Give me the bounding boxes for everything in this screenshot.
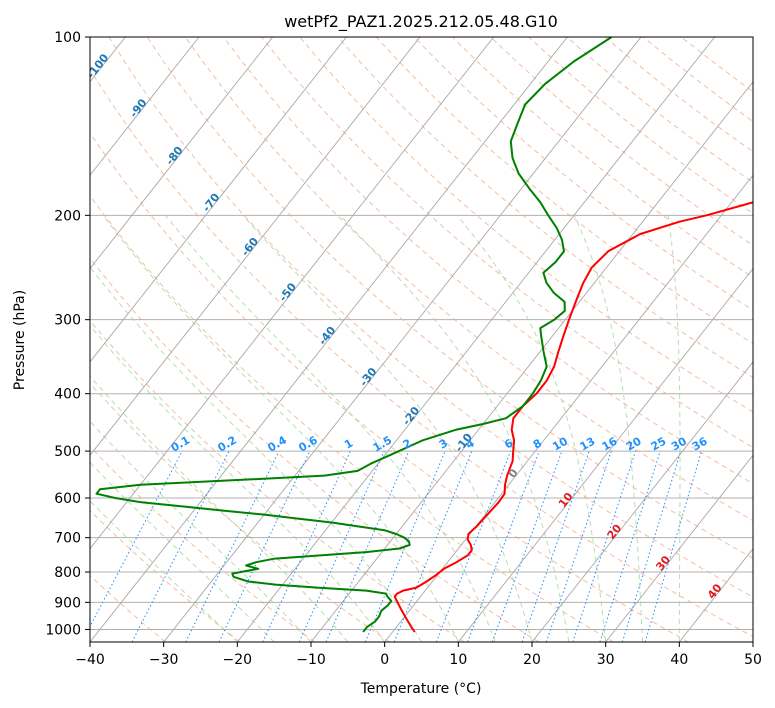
moist-adiabat [90, 266, 422, 642]
isotherm-line [90, 37, 421, 456]
plot-frame [89, 36, 754, 643]
dry-adiabat [413, 37, 753, 311]
isotherm-line [531, 361, 753, 642]
dry-adiabat [90, 574, 166, 642]
isotherm-line [90, 37, 495, 550]
dry-adiabat [223, 37, 753, 485]
isotherm-line [90, 37, 347, 363]
mixing-ratio-line [185, 450, 280, 642]
adiabat-lines [90, 37, 753, 642]
moist-adiabat [90, 324, 386, 642]
dewpoint-line [95, 37, 613, 633]
mixing-ratio-line [621, 450, 682, 642]
moist-adiabat [165, 214, 496, 642]
moist-adiabat [573, 215, 643, 642]
dry-adiabat [90, 319, 465, 642]
y-tick-label: 400 [54, 387, 81, 403]
dry-adiabat [90, 132, 689, 642]
mixing-ratio-line [545, 450, 612, 642]
chart-title: wetPf2_PAZ1.2025.212.05.48.G10 [284, 12, 558, 32]
y-axis-title: Pressure (hPa) [12, 290, 28, 390]
dry-adiabat [108, 37, 753, 598]
isotherm-line [90, 37, 274, 270]
mixing-ratio-line [262, 450, 351, 642]
dry-adiabat [299, 37, 753, 413]
profile-series [95, 37, 753, 633]
x-tick-label: 20 [523, 652, 541, 668]
mixing-ratio-line [364, 450, 446, 642]
dry-adiabat [337, 37, 753, 379]
isotherm-line [90, 37, 200, 176]
y-tick-label: 900 [54, 595, 81, 611]
mixing-ratio-line [644, 450, 703, 642]
y-tick-label: 100 [54, 30, 81, 46]
isotherm-line [90, 37, 568, 642]
x-tick-label: 10 [449, 652, 467, 668]
dry-adiabat [90, 509, 241, 642]
x-tick-label: −10 [296, 652, 326, 668]
temperature-line [393, 201, 753, 633]
y-tick-label: 700 [54, 531, 81, 547]
mixing-ratio-line [521, 450, 590, 642]
mixing-ratio-line [298, 450, 385, 642]
y-axis-ticks: 100 200 300 400 500 600 700 800 900 1000 [45, 30, 90, 638]
moist-adiabat [90, 500, 238, 642]
mixing-ratio-line [599, 450, 661, 642]
moist-adiabat [456, 214, 607, 642]
y-tick-label: 600 [54, 491, 81, 507]
pressure-gridlines [90, 37, 753, 630]
y-tick-label: 500 [54, 444, 81, 460]
x-axis-ticks: −40 −30 −20 −10 0 10 20 30 40 50 [75, 642, 762, 668]
y-tick-label: 1000 [45, 622, 81, 638]
x-tick-label: 0 [380, 652, 389, 668]
plot-area [90, 37, 753, 642]
mixing-ratio-line [325, 450, 410, 642]
mixing-ratio-line [491, 450, 563, 642]
mixing-ratio-line [218, 450, 311, 642]
moist-adiabat [90, 461, 275, 642]
y-tick-label: 800 [54, 565, 81, 581]
isotherm-line [605, 454, 753, 642]
isotherm-line [236, 37, 716, 642]
y-tick-label: 300 [54, 313, 81, 329]
x-tick-label: −40 [75, 652, 105, 668]
isotherm-line [163, 37, 642, 642]
isotherm-line [384, 174, 753, 642]
moist-adiabat [667, 215, 681, 642]
dry-adiabat [90, 194, 614, 642]
isotherm-lines [90, 37, 753, 642]
moist-adiabat [90, 420, 312, 642]
moist-adiabat [242, 214, 533, 642]
isotherm-line [457, 267, 753, 642]
dry-adiabat [90, 382, 390, 642]
mixing-ratio-line [572, 450, 637, 642]
x-axis-title: Temperature (°C) [360, 681, 482, 697]
x-tick-label: −30 [149, 652, 179, 668]
x-tick-label: 30 [597, 652, 615, 668]
mixing-ratio-lines [90, 450, 703, 642]
x-tick-label: −20 [223, 652, 253, 668]
y-tick-label: 200 [54, 208, 81, 224]
x-tick-label: 40 [670, 652, 688, 668]
x-tick-label: 50 [744, 652, 762, 668]
isotherm-line [310, 81, 753, 642]
